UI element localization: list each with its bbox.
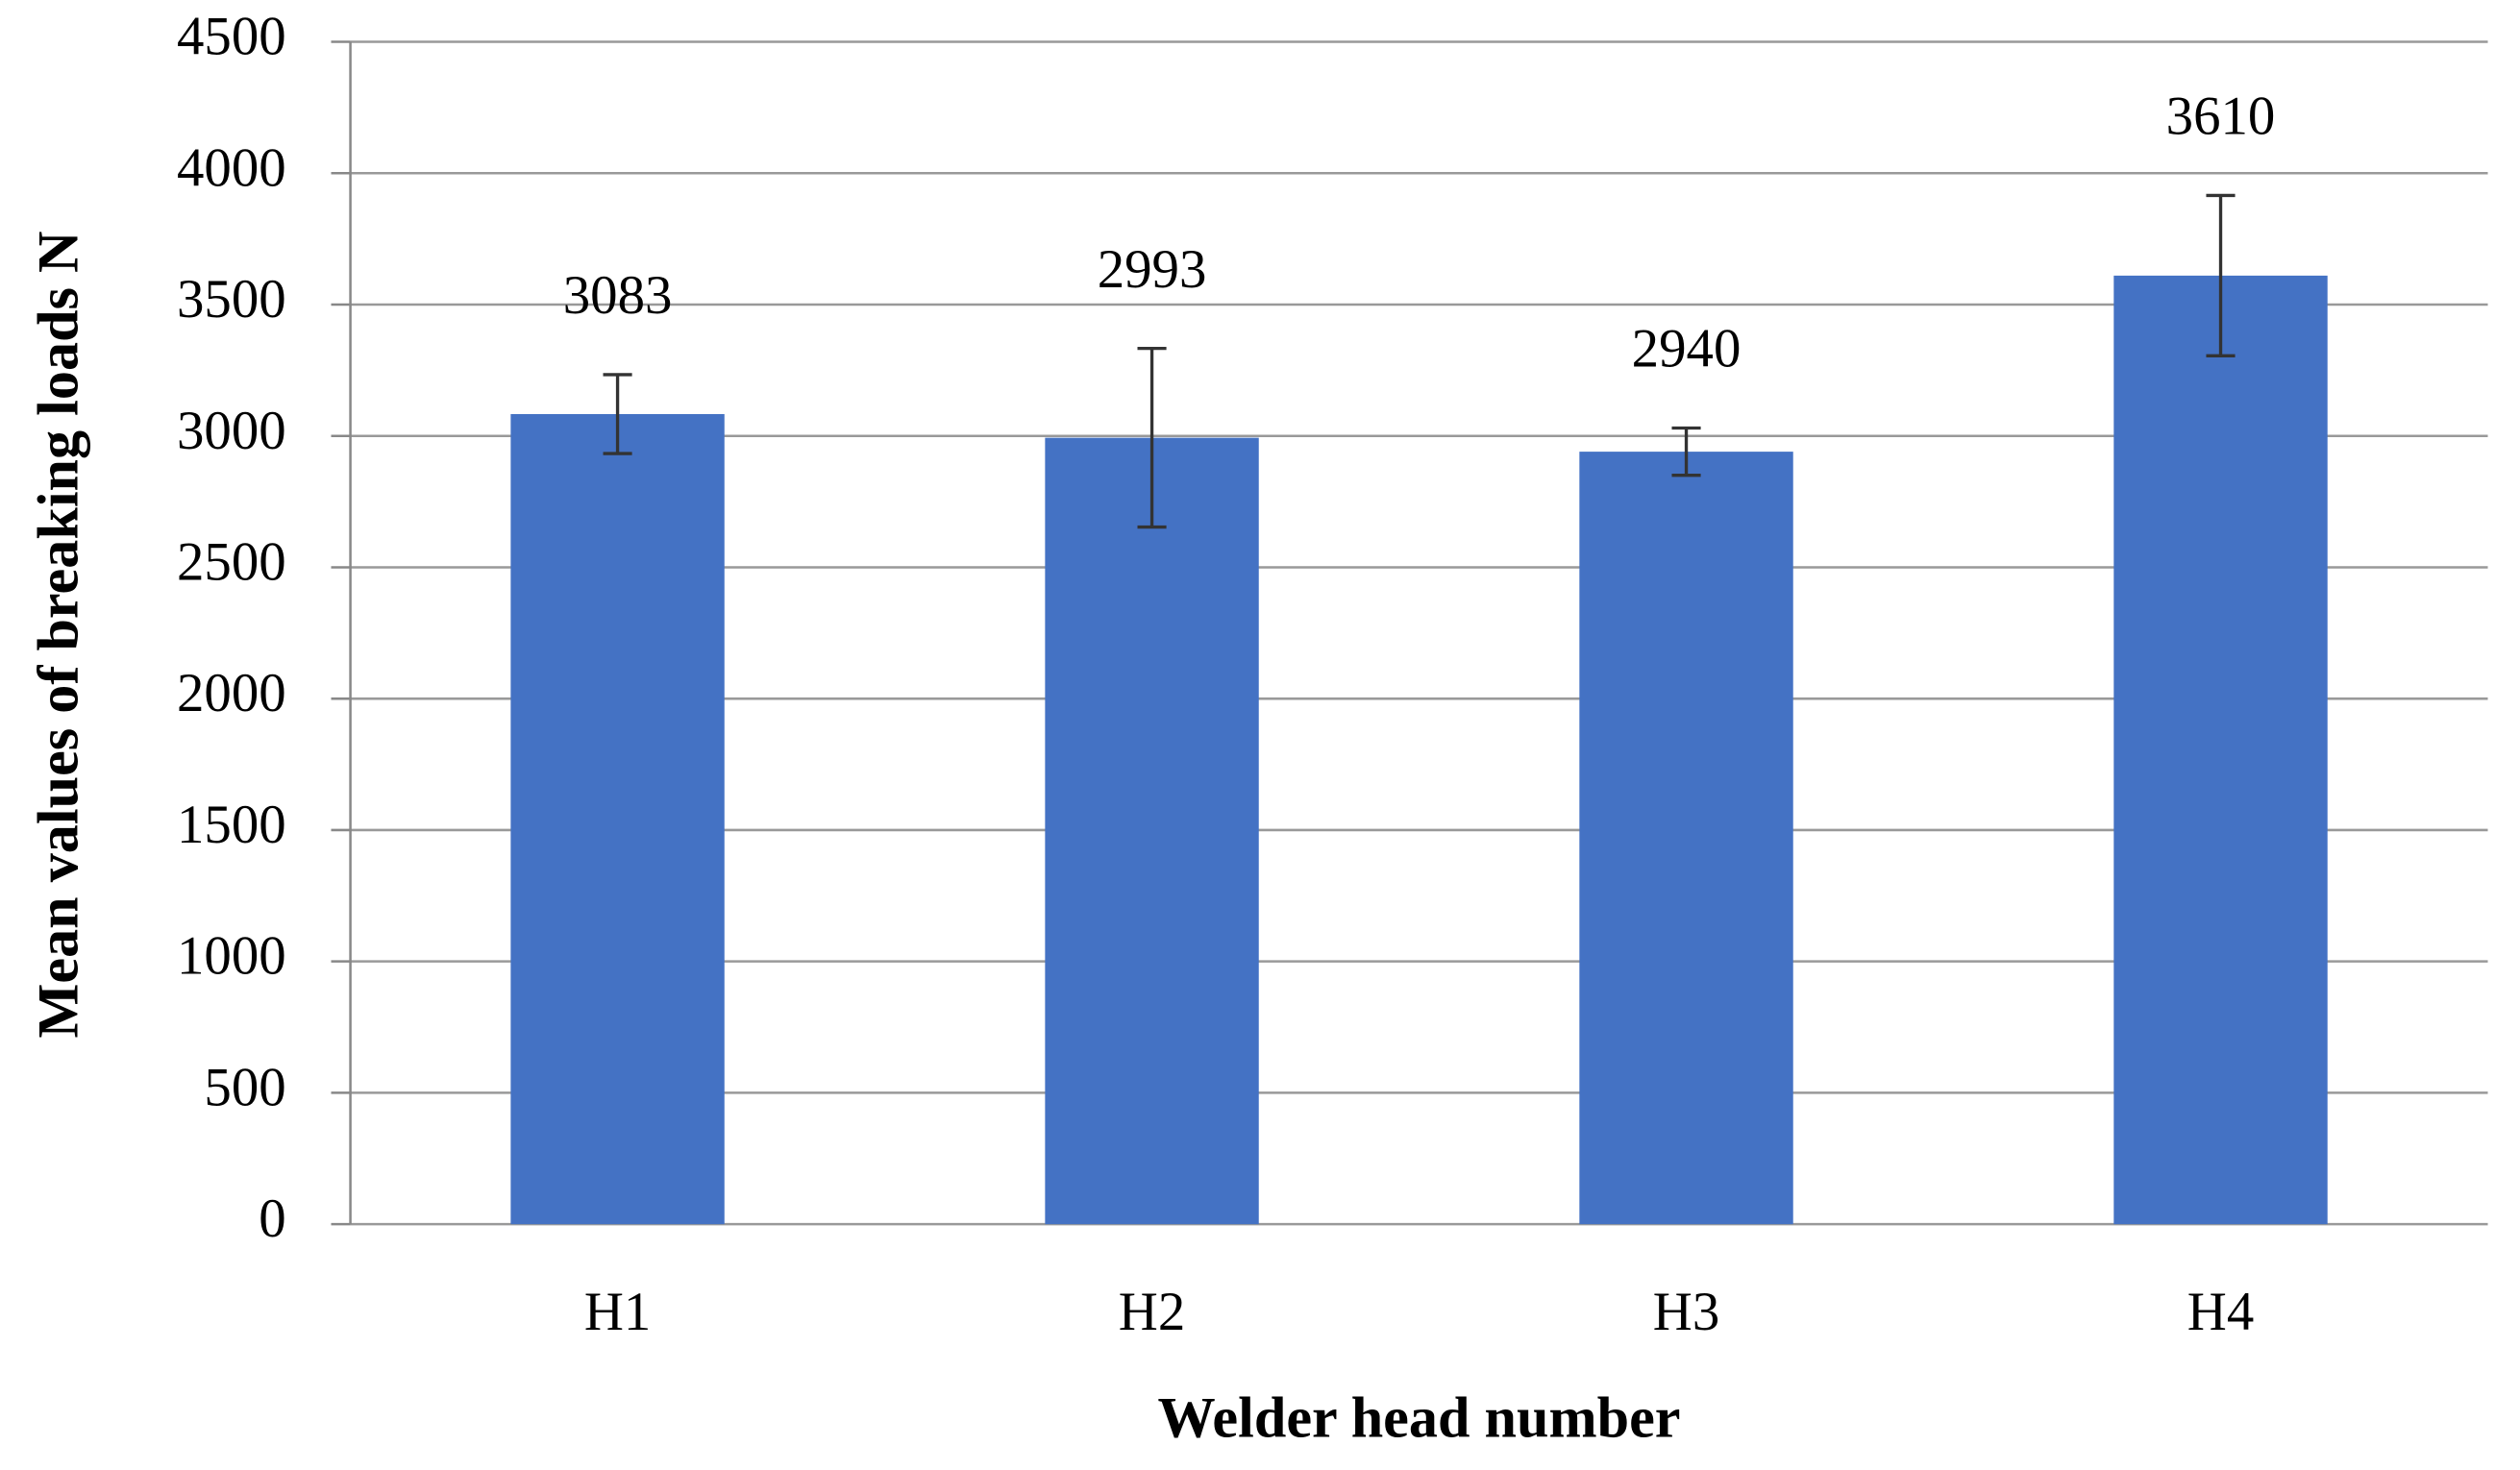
bar [1579,452,1793,1225]
y-tick-label: 2500 [177,531,286,592]
data-label: 2940 [1632,319,1742,380]
y-tick-label: 500 [204,1057,285,1117]
x-axis-title: Welder head number [1158,1385,1681,1450]
x-tick-label: H3 [1653,1282,1719,1342]
data-label: 2993 [1098,239,1207,300]
y-tick-label: 3500 [177,269,286,330]
error-bar [2206,193,2236,357]
bar [2113,275,2328,1225]
bar [510,414,725,1225]
y-tick-label: 4000 [177,137,286,198]
error-bar [1137,346,1167,529]
y-tick-label: 1000 [177,926,286,987]
x-tick-label: H2 [1119,1282,1185,1342]
y-axis-title: Mean values of breaking loads N [27,232,91,1039]
x-tick-label: H1 [584,1282,651,1342]
y-tick-label: 2000 [177,663,286,723]
error-bar [603,373,632,455]
error-bar [1671,426,1701,478]
y-tick-label: 3000 [177,401,286,461]
data-label: 3083 [563,265,673,326]
x-tick-label: H4 [2187,1282,2254,1342]
data-label: 3610 [2166,86,2276,147]
y-tick-label: 4500 [177,7,286,67]
y-tick-label: 1500 [177,795,286,855]
bar [1045,437,1259,1225]
y-tick-label: 0 [259,1188,285,1249]
